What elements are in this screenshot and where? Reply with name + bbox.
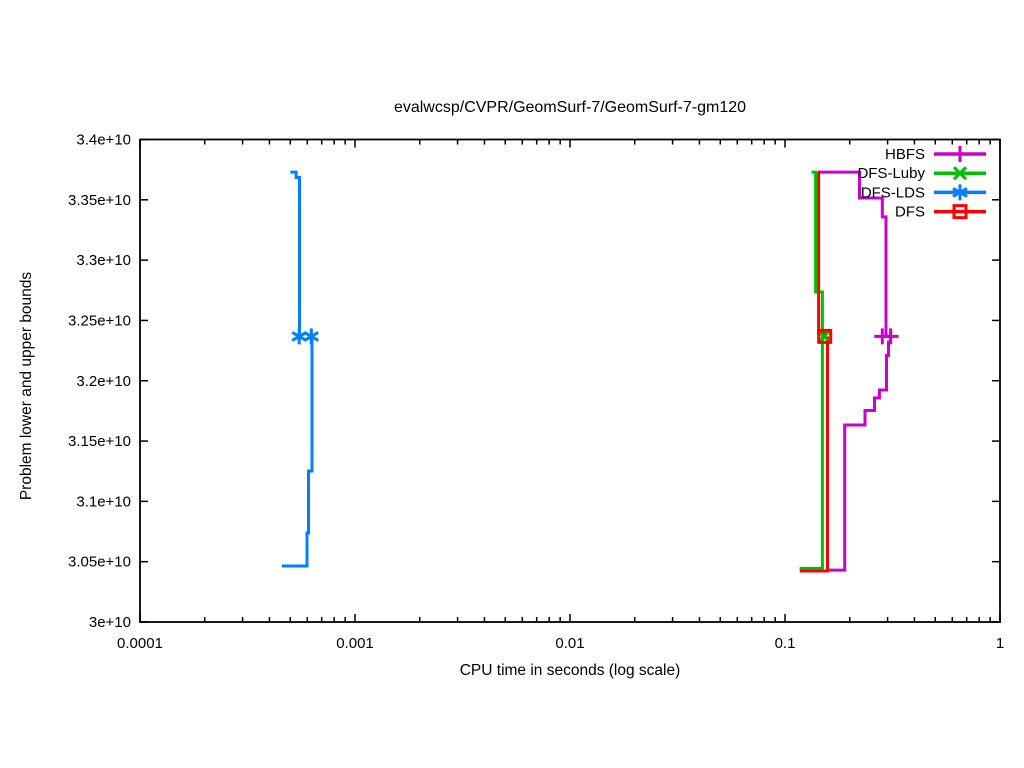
dfs-lds-upper-bound-line xyxy=(290,170,301,337)
x-tick-label-0.001: 0.001 xyxy=(336,635,374,652)
y-tick-label-3e+10: 3e+10 xyxy=(89,614,131,631)
legend-marker-dfs xyxy=(952,204,968,220)
x-tick-label-0.0001: 0.0001 xyxy=(117,635,163,652)
y-tick-label-3.4e+10: 3.4e+10 xyxy=(76,132,131,149)
dfs-lds-optimum-marker xyxy=(291,328,307,345)
y-tick-label-3.05e+10: 3.05e+10 xyxy=(68,554,131,571)
y-tick-label-3.3e+10: 3.3e+10 xyxy=(76,252,131,269)
dfs-lds-optimum-marker xyxy=(303,328,320,345)
legend-marker-dfs-luby xyxy=(952,166,968,181)
y-tick-label-3.35e+10: 3.35e+10 xyxy=(68,192,131,209)
legend-marker-dfs-lds xyxy=(952,184,968,201)
hbfs-upper-bound-line xyxy=(818,170,888,337)
dfs-optimum-marker xyxy=(817,328,833,344)
x-tick-label-0.1: 0.1 xyxy=(775,635,796,652)
hbfs-optimum-marker xyxy=(882,328,899,345)
legend-marker-hbfs xyxy=(952,146,968,162)
x-tick-label-0.01: 0.01 xyxy=(555,635,584,652)
y-tick-label-3.1e+10: 3.1e+10 xyxy=(76,493,131,510)
legend-label-dfs: DFS xyxy=(895,204,925,221)
dfs-luby-upper-bound-line xyxy=(811,170,824,337)
x-tick-label-1: 1 xyxy=(996,635,1004,652)
legend-label-hbfs: HBFS xyxy=(885,146,925,163)
y-axis-label: Problem lower and upper bounds xyxy=(18,272,35,501)
legend-label-dfs-luby: DFS-Luby xyxy=(857,165,925,182)
chart-title: evalwcsp/CVPR/GeomSurf-7/GeomSurf-7-gm12… xyxy=(394,99,746,116)
hbfs-lower-bound-line xyxy=(827,336,893,572)
y-tick-label-3.15e+10: 3.15e+10 xyxy=(68,433,131,450)
dfs-luby-lower-bound-line xyxy=(799,336,824,570)
dfs-lds-lower-bound-line xyxy=(281,336,314,568)
dfs-lower-bound-line xyxy=(799,336,829,573)
plot-border xyxy=(139,138,1001,623)
y-tick-label-3.25e+10: 3.25e+10 xyxy=(68,312,131,329)
x-axis-label: CPU time in seconds (log scale) xyxy=(460,662,681,679)
legend-label-dfs-lds: DFS-LDS xyxy=(861,184,925,201)
y-tick-label-3.2e+10: 3.2e+10 xyxy=(76,373,131,390)
